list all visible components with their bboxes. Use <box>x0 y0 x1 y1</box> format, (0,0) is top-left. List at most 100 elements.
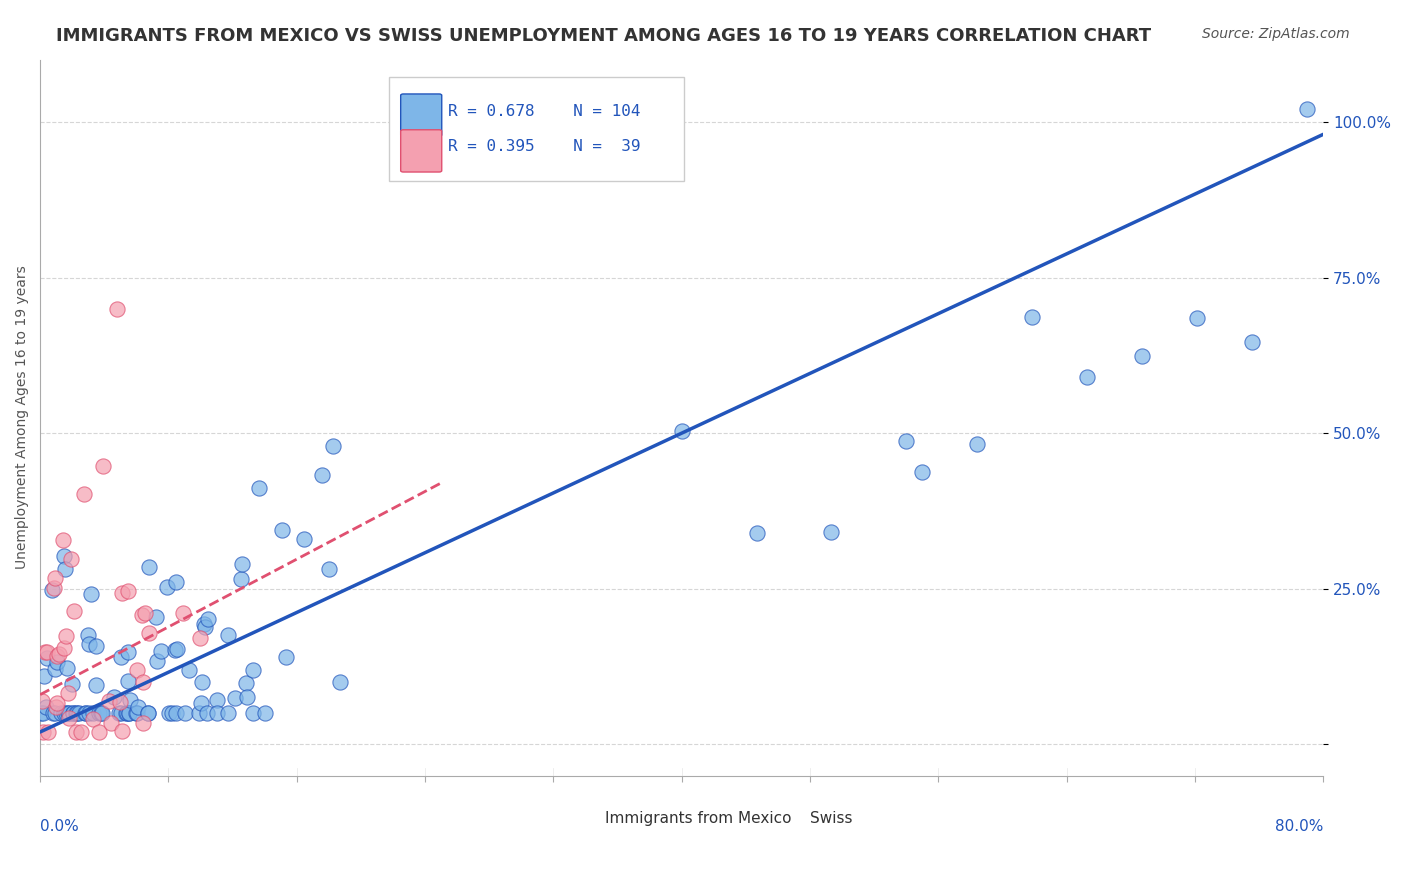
FancyBboxPatch shape <box>551 799 592 830</box>
Point <box>127 663 149 677</box>
Text: Immigrants from Mexico: Immigrants from Mexico <box>605 811 792 826</box>
Point <box>145 654 167 668</box>
Point <box>274 649 297 664</box>
Point <box>197 612 219 626</box>
Point <box>77 706 100 721</box>
Point <box>217 706 239 721</box>
Point <box>105 301 128 316</box>
Point <box>35 699 58 714</box>
Point <box>58 711 80 725</box>
Point <box>84 639 107 653</box>
Point <box>77 628 100 642</box>
Point <box>45 648 67 663</box>
Point <box>37 645 59 659</box>
Point <box>67 706 90 721</box>
Point <box>329 674 352 689</box>
Point <box>37 725 59 739</box>
Point <box>311 468 333 483</box>
Point <box>65 725 87 739</box>
Point <box>90 706 112 721</box>
Point <box>111 586 134 600</box>
Text: 80.0%: 80.0% <box>1275 819 1323 834</box>
Point <box>187 706 209 721</box>
Point <box>73 487 96 501</box>
Point <box>59 552 82 566</box>
Point <box>131 607 153 622</box>
Point <box>56 685 79 699</box>
Point <box>205 692 228 706</box>
Y-axis label: Unemployment Among Ages 16 to 19 years: Unemployment Among Ages 16 to 19 years <box>15 266 30 569</box>
Point <box>108 695 131 709</box>
Point <box>745 526 768 541</box>
Point <box>55 706 77 721</box>
Point <box>91 706 114 721</box>
Point <box>60 677 83 691</box>
Point <box>1187 311 1209 326</box>
Point <box>75 706 97 721</box>
Point <box>56 706 79 721</box>
Point <box>165 574 187 589</box>
Point <box>191 674 214 689</box>
Point <box>52 549 75 564</box>
Point <box>115 706 138 721</box>
Point <box>110 706 132 721</box>
Point <box>136 706 159 721</box>
Point <box>160 706 183 721</box>
Point <box>217 628 239 642</box>
Point <box>31 693 53 707</box>
Point <box>136 706 159 721</box>
Point <box>32 669 55 683</box>
Point <box>165 643 187 657</box>
Point <box>174 706 197 721</box>
Point <box>77 637 100 651</box>
Point <box>134 607 156 621</box>
FancyBboxPatch shape <box>769 799 810 830</box>
Point <box>44 706 66 721</box>
Point <box>207 706 229 721</box>
Point <box>165 706 187 721</box>
Point <box>53 562 76 576</box>
Point <box>73 706 96 721</box>
Point <box>127 700 149 714</box>
Point <box>56 661 79 675</box>
Point <box>91 458 114 473</box>
Point <box>190 697 212 711</box>
Point <box>115 706 138 721</box>
Point <box>172 607 194 621</box>
Point <box>63 604 86 618</box>
Point <box>82 712 104 726</box>
Point <box>118 706 141 721</box>
Point <box>242 663 264 677</box>
Point <box>42 581 65 595</box>
Point <box>149 644 172 658</box>
Point <box>138 625 160 640</box>
Point <box>79 587 101 601</box>
Point <box>322 438 344 452</box>
Point <box>1130 349 1153 363</box>
Point <box>31 725 53 739</box>
Point <box>32 706 55 721</box>
Point <box>55 629 77 643</box>
Point <box>166 641 188 656</box>
Point <box>48 647 70 661</box>
Point <box>46 656 69 670</box>
Point <box>138 559 160 574</box>
Point <box>195 706 218 721</box>
Point <box>247 481 270 495</box>
Point <box>98 694 121 708</box>
FancyBboxPatch shape <box>401 129 441 172</box>
Point <box>65 706 87 721</box>
Point <box>108 706 131 721</box>
Point <box>127 706 149 721</box>
Text: IMMIGRANTS FROM MEXICO VS SWISS UNEMPLOYMENT AMONG AGES 16 TO 19 YEARS CORRELATI: IMMIGRANTS FROM MEXICO VS SWISS UNEMPLOY… <box>56 27 1152 45</box>
Point <box>110 650 132 665</box>
Point <box>157 706 180 721</box>
Point <box>132 716 155 731</box>
Point <box>156 580 179 594</box>
Point <box>271 523 294 537</box>
Point <box>89 725 111 739</box>
Point <box>117 584 139 599</box>
Point <box>671 424 693 438</box>
Point <box>87 706 110 721</box>
Point <box>179 663 201 677</box>
